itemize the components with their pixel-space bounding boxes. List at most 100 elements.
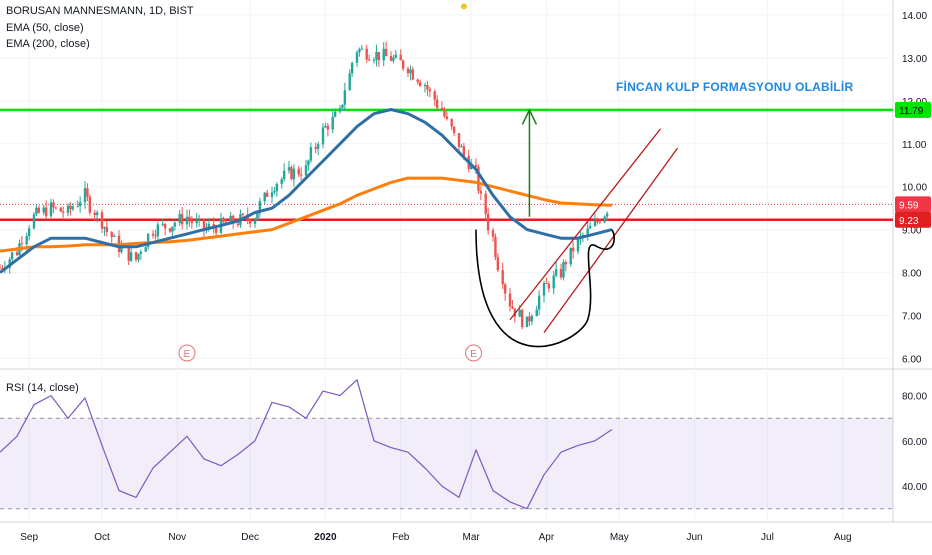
time-tick-label: Sep xyxy=(20,532,38,543)
earnings-marker-label: E xyxy=(470,349,477,360)
candle-body xyxy=(605,213,609,217)
candle-body xyxy=(496,257,500,271)
candle-body xyxy=(25,236,28,245)
rsi-line xyxy=(0,379,613,510)
candle-body xyxy=(231,215,235,224)
candle-body xyxy=(596,221,599,223)
time-tick-label: Jul xyxy=(761,532,774,543)
rsi-tick-label: 40.00 xyxy=(902,482,927,493)
candle-body xyxy=(282,170,286,180)
candle-body xyxy=(129,252,133,261)
price-tick-label: 14.00 xyxy=(902,11,927,22)
candle-body xyxy=(236,223,240,226)
price-tick-label: 9.00 xyxy=(902,226,922,237)
earnings-marker xyxy=(178,344,196,362)
candle-body xyxy=(280,179,283,184)
candle-body xyxy=(479,190,483,194)
candle-body xyxy=(78,202,82,207)
candle-body xyxy=(54,207,58,209)
candle-body xyxy=(156,224,160,237)
candle-body xyxy=(120,246,123,253)
candle-body xyxy=(341,104,344,108)
time-tick-label: Aug xyxy=(834,532,852,543)
candle-body xyxy=(564,262,568,265)
candle-body xyxy=(270,192,274,197)
candle-body xyxy=(88,196,92,213)
candle-body xyxy=(253,220,257,224)
candle-body xyxy=(37,207,41,213)
time-tick-label: Dec xyxy=(241,532,259,543)
candle-body xyxy=(273,191,276,193)
candle-body xyxy=(484,193,487,214)
candle-body xyxy=(428,89,432,92)
candle-body xyxy=(501,270,504,285)
candle-body xyxy=(469,164,473,170)
candle-body xyxy=(562,262,565,278)
candle-body xyxy=(452,126,456,134)
symbol-legend: BORUSAN MANNESMANN, 1D, BIST xyxy=(6,5,194,17)
candle-body xyxy=(494,236,497,258)
candle-body xyxy=(146,233,150,248)
candle-body xyxy=(173,222,177,227)
candle-body xyxy=(69,205,72,210)
candle-body xyxy=(112,235,116,237)
candle-body xyxy=(256,213,259,221)
candle-body xyxy=(603,216,606,223)
candle-body xyxy=(66,205,70,213)
candle-body xyxy=(367,59,371,61)
candle-body xyxy=(375,51,378,60)
candle-body xyxy=(409,69,412,74)
candle-body xyxy=(163,223,167,229)
price-label-text: 11.79 xyxy=(899,106,924,117)
candle-body xyxy=(44,207,48,217)
candle-body xyxy=(559,268,563,278)
candle-body xyxy=(275,183,279,192)
candle-body xyxy=(224,221,228,224)
candle-body xyxy=(394,54,398,58)
candle-body xyxy=(95,212,99,216)
candle-body xyxy=(127,246,130,261)
candle-body xyxy=(462,146,466,156)
ema200-legend: EMA (200, close) xyxy=(6,38,90,50)
candle-body xyxy=(365,48,368,60)
candle-body xyxy=(486,213,490,231)
candle-body xyxy=(525,316,529,328)
candle-body xyxy=(42,207,45,213)
candle-body xyxy=(440,107,444,111)
candle-body xyxy=(314,147,317,149)
candle-body xyxy=(214,227,218,233)
candle-body xyxy=(457,133,461,148)
candle-body xyxy=(343,90,347,105)
candle-body xyxy=(86,188,89,197)
candle-body xyxy=(297,168,300,175)
candle-body xyxy=(545,282,548,284)
earnings-marker-label: E xyxy=(184,349,191,360)
candle-body xyxy=(32,214,36,229)
candle-body xyxy=(384,48,388,57)
candle-body xyxy=(518,309,521,317)
candle-body xyxy=(445,116,449,119)
candle-body xyxy=(338,107,342,112)
price-label-text: 9.59 xyxy=(899,200,919,211)
candle-body xyxy=(151,233,155,236)
candle-body xyxy=(576,238,580,252)
price-label-box xyxy=(895,211,931,228)
candle-body xyxy=(168,228,172,232)
candle-body xyxy=(110,232,113,237)
candle-body xyxy=(360,48,364,50)
time-tick-label: May xyxy=(610,532,629,543)
candle-body xyxy=(185,216,189,225)
candle-body xyxy=(542,282,546,296)
candle-body xyxy=(571,247,575,252)
candle-body xyxy=(137,253,140,260)
candle-body xyxy=(435,99,439,108)
candle-body xyxy=(418,82,422,87)
candle-body xyxy=(15,252,19,256)
candle-body xyxy=(134,252,138,260)
candle-body xyxy=(222,217,225,222)
candle-body xyxy=(503,284,507,294)
candle-body xyxy=(202,219,206,231)
candle-body xyxy=(263,192,266,202)
